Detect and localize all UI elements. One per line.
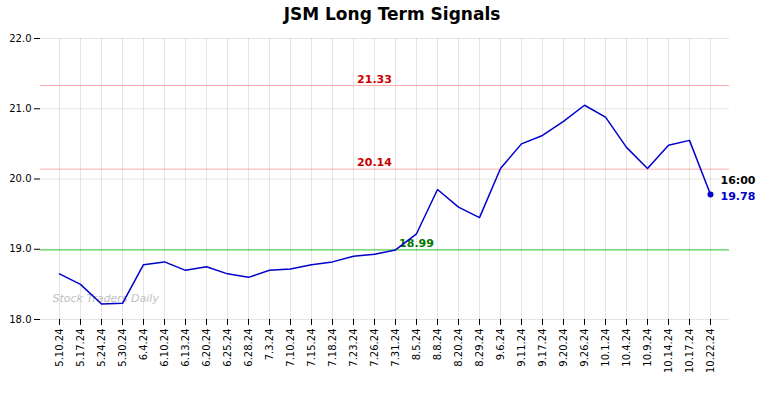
svg-text:21.33: 21.33 [357, 73, 392, 86]
svg-text:10.1.24: 10.1.24 [600, 329, 611, 367]
svg-text:22.0: 22.0 [9, 33, 31, 44]
svg-text:18.99: 18.99 [399, 237, 434, 250]
svg-text:5.17.24: 5.17.24 [75, 329, 86, 367]
svg-text:7.23.24: 7.23.24 [348, 329, 359, 367]
svg-text:10.17.24: 10.17.24 [684, 329, 695, 374]
svg-text:18.0: 18.0 [9, 314, 31, 325]
svg-text:7.3.24: 7.3.24 [264, 329, 275, 361]
svg-text:6.10.24: 6.10.24 [159, 329, 170, 367]
svg-text:8.5.24: 8.5.24 [411, 329, 422, 361]
svg-text:7.26.24: 7.26.24 [369, 329, 380, 367]
svg-text:19.0: 19.0 [9, 243, 31, 254]
svg-text:6.28.24: 6.28.24 [243, 329, 254, 367]
svg-text:10.22.24: 10.22.24 [705, 329, 716, 374]
svg-text:8.20.24: 8.20.24 [453, 329, 464, 367]
html-text:JSM Long Term Signals: JSM Long Term Signals [283, 4, 501, 24]
svg-text:7.15.24: 7.15.24 [306, 329, 317, 367]
svg-text:6.13.24: 6.13.24 [180, 329, 191, 367]
svg-text:5.30.24: 5.30.24 [117, 329, 128, 367]
svg-text:7.10.24: 7.10.24 [285, 329, 296, 367]
svg-text:9.6.24: 9.6.24 [495, 329, 506, 361]
svg-text:8.29.24: 8.29.24 [474, 329, 485, 367]
svg-text:16:00: 16:00 [721, 174, 756, 187]
svg-text:10.14.24: 10.14.24 [663, 329, 674, 374]
svg-text:5.10.24: 5.10.24 [54, 329, 65, 367]
svg-text:10.9.24: 10.9.24 [642, 329, 653, 367]
svg-text:20.14: 20.14 [357, 156, 392, 169]
svg-text:9.11.24: 9.11.24 [516, 329, 527, 367]
svg-text:7.31.24: 7.31.24 [390, 329, 401, 367]
svg-text:9.17.24: 9.17.24 [537, 329, 548, 367]
svg-text:9.26.24: 9.26.24 [579, 329, 590, 367]
svg-text:7.18.24: 7.18.24 [327, 329, 338, 367]
svg-text:10.4.24: 10.4.24 [621, 329, 632, 367]
svg-text:9.20.24: 9.20.24 [558, 329, 569, 367]
svg-text:21.0: 21.0 [9, 103, 31, 114]
svg-text:19.78: 19.78 [721, 190, 756, 203]
svg-text:6.25.24: 6.25.24 [222, 329, 233, 367]
svg-text:8.8.24: 8.8.24 [432, 329, 443, 361]
svg-text:Stock Traders Daily: Stock Traders Daily [53, 292, 160, 305]
svg-text:5.24.24: 5.24.24 [96, 329, 107, 367]
svg-text:6.4.24: 6.4.24 [138, 329, 149, 361]
svg-text:6.20.24: 6.20.24 [201, 329, 212, 367]
svg-text:20.0: 20.0 [9, 173, 31, 184]
